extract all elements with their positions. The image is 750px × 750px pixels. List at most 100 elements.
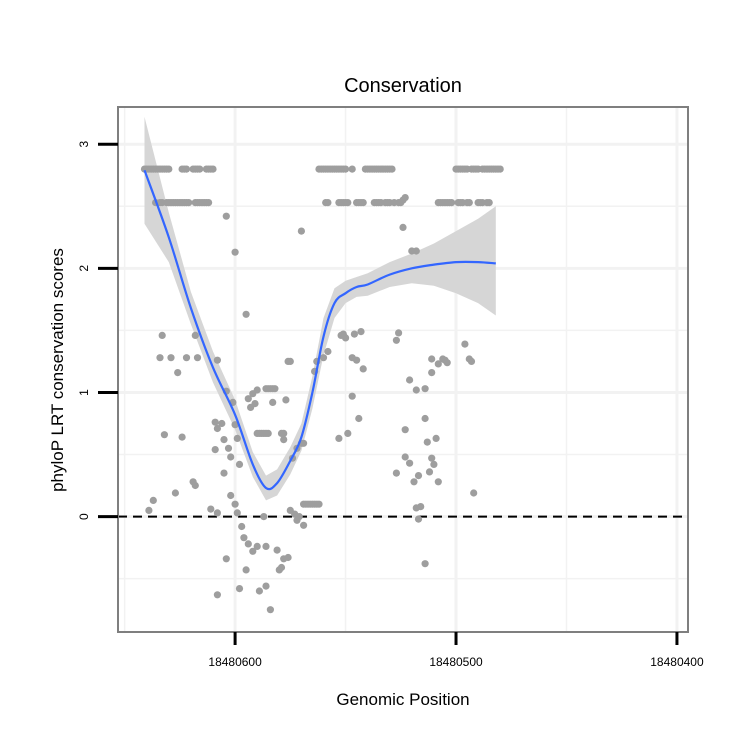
data-point bbox=[231, 248, 239, 256]
data-point bbox=[297, 227, 305, 235]
data-point bbox=[282, 396, 290, 404]
data-point bbox=[171, 489, 179, 497]
data-point bbox=[357, 328, 365, 336]
data-point bbox=[359, 199, 367, 207]
data-point bbox=[145, 506, 153, 514]
data-point bbox=[395, 329, 403, 337]
data-point bbox=[233, 434, 241, 442]
data-point bbox=[280, 429, 288, 437]
data-point bbox=[191, 331, 199, 339]
data-point bbox=[344, 429, 352, 437]
data-point bbox=[205, 199, 213, 207]
data-point bbox=[406, 376, 414, 384]
data-point bbox=[242, 566, 250, 574]
panel-border bbox=[117, 106, 689, 633]
data-point bbox=[253, 386, 261, 394]
data-point bbox=[262, 582, 270, 590]
data-point bbox=[406, 459, 414, 467]
data-point bbox=[196, 165, 204, 173]
data-point bbox=[156, 354, 164, 362]
data-point bbox=[412, 247, 420, 255]
data-point bbox=[160, 431, 168, 439]
data-point bbox=[264, 429, 272, 437]
data-point bbox=[240, 534, 248, 542]
data-point bbox=[300, 439, 308, 447]
data-point bbox=[238, 522, 246, 531]
data-point bbox=[235, 585, 244, 593]
data-point bbox=[149, 496, 157, 504]
data-point bbox=[421, 385, 429, 393]
y-tick-label: 2 bbox=[77, 265, 91, 272]
data-point bbox=[428, 454, 436, 462]
data-point bbox=[193, 354, 202, 362]
data-point bbox=[165, 165, 173, 173]
data-point bbox=[213, 509, 221, 517]
data-point bbox=[220, 469, 228, 477]
data-point bbox=[428, 369, 436, 377]
data-point bbox=[213, 356, 221, 364]
data-point bbox=[448, 199, 456, 207]
data-point bbox=[423, 438, 431, 446]
data-point bbox=[222, 212, 230, 220]
x-axis-title: Genomic Position bbox=[336, 690, 469, 709]
data-point bbox=[231, 421, 239, 429]
data-point bbox=[220, 436, 228, 444]
data-point bbox=[465, 199, 473, 207]
data-point bbox=[158, 331, 166, 339]
data-point bbox=[410, 478, 418, 486]
data-point bbox=[284, 553, 292, 562]
data-points bbox=[140, 165, 504, 614]
data-point bbox=[348, 392, 356, 400]
data-point bbox=[401, 194, 409, 202]
data-point bbox=[412, 386, 420, 394]
data-point bbox=[467, 357, 476, 365]
chart-title: Conservation bbox=[344, 75, 462, 97]
data-point bbox=[182, 354, 191, 362]
data-point bbox=[470, 489, 478, 497]
smooth-line bbox=[143, 169, 496, 491]
data-point bbox=[428, 355, 436, 363]
data-point bbox=[244, 540, 252, 548]
data-point bbox=[461, 340, 469, 348]
data-point bbox=[359, 365, 367, 373]
data-point bbox=[242, 310, 250, 318]
data-point bbox=[443, 359, 451, 367]
data-point bbox=[167, 354, 175, 362]
data-point bbox=[388, 165, 396, 173]
data-point bbox=[315, 500, 323, 508]
data-point bbox=[434, 478, 442, 486]
data-point bbox=[414, 472, 423, 480]
data-point bbox=[235, 460, 244, 468]
data-point bbox=[213, 591, 221, 599]
axes: 18480600 18480500 18480400 0 1 2 3 bbox=[77, 141, 704, 669]
data-point bbox=[218, 419, 226, 428]
y-tick-label: 0 bbox=[77, 513, 91, 520]
data-point bbox=[324, 347, 332, 356]
y-tick-label: 3 bbox=[77, 141, 91, 148]
data-point bbox=[262, 542, 270, 551]
data-point bbox=[266, 606, 274, 614]
data-point bbox=[344, 199, 352, 207]
data-point bbox=[227, 453, 235, 461]
data-point bbox=[273, 546, 281, 554]
data-point bbox=[211, 446, 219, 454]
data-point bbox=[335, 434, 343, 442]
data-point bbox=[421, 560, 429, 568]
data-point bbox=[295, 513, 303, 521]
data-point bbox=[434, 360, 442, 368]
data-point bbox=[414, 515, 423, 523]
data-point bbox=[401, 426, 409, 434]
x-tick-label: 18480400 bbox=[650, 655, 704, 669]
data-point bbox=[496, 165, 504, 173]
y-tick-label: 1 bbox=[77, 389, 91, 396]
data-point bbox=[432, 434, 440, 442]
data-point bbox=[348, 165, 356, 173]
data-point bbox=[280, 436, 288, 444]
data-point bbox=[253, 542, 261, 551]
data-point bbox=[213, 424, 221, 433]
data-point bbox=[277, 563, 286, 572]
data-point bbox=[185, 199, 193, 207]
data-point bbox=[231, 500, 239, 508]
data-point bbox=[249, 547, 257, 555]
